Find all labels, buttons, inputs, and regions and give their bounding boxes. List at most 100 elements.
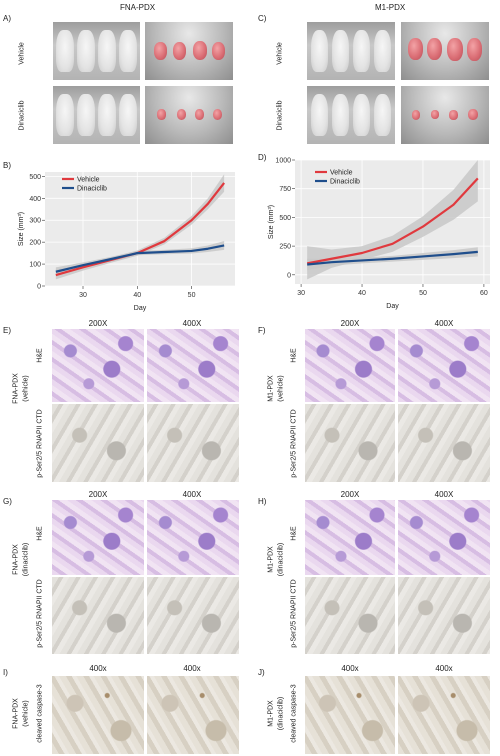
title-fna-pdx: FNA-PDX (120, 3, 156, 12)
panel-label-j: J) (258, 668, 265, 677)
panel-label-f: F) (258, 326, 266, 335)
panel-label-i: I) (3, 668, 8, 677)
x-tick-label: 40 (133, 292, 141, 299)
h-group-label: M1-PDX (267, 546, 275, 573)
series-line-dinaciclib (55, 244, 225, 273)
mag-label-f-200: 200X (340, 319, 360, 328)
y-tick-label: 300 (29, 218, 41, 225)
micrograph-f-rnapii-200x (305, 404, 395, 482)
micrograph-e-rnapii-200x (52, 404, 144, 482)
photo-tumors-vehicle-m1 (401, 22, 489, 80)
i-group-label: FNA-PDX (12, 698, 20, 729)
micrograph-i-right (147, 676, 239, 754)
row-label-vehicle-a: Vehicle (18, 42, 26, 65)
micrograph-h-he-400x (398, 500, 490, 575)
x-tick-label: 40 (358, 290, 366, 297)
micrograph-h-rnapii-200x (305, 577, 395, 654)
x-tick-label: 50 (419, 290, 427, 297)
y-tick-label: 0 (37, 284, 41, 291)
x-axis-label: Day (386, 303, 399, 310)
e-group-label: FNA-PDX (12, 373, 20, 404)
mag-label-j-right: 400x (435, 664, 453, 673)
legend-label-vehicle: Vehicle (330, 170, 353, 177)
row-label-dinaciclib-c: Dinaciclib (276, 100, 284, 131)
panel-label-e: E) (3, 326, 11, 335)
series-line-vehicle (306, 177, 479, 265)
micrograph-f-rnapii-400x (398, 404, 490, 482)
h-rnapii-label: p-Ser2/5 RNAPII CTD (290, 579, 298, 648)
micrograph-h-rnapii-400x (398, 577, 490, 654)
confidence-band-0 (307, 160, 478, 280)
mag-label-h-200: 200X (340, 490, 360, 499)
micrograph-g-he-200x (52, 500, 144, 575)
photo-mice-vehicle-fna (53, 22, 140, 80)
panel-label-g: G) (3, 497, 12, 506)
micrograph-j-left (305, 676, 395, 754)
micrograph-g-rnapii-400x (147, 577, 239, 654)
j-group-label: M1-PDX (267, 700, 275, 727)
f-rnapii-label: p-Ser2/5 RNAPII CTD (290, 409, 298, 478)
micrograph-f-he-200x (305, 329, 395, 402)
photo-tumors-dinaciclib-m1 (401, 86, 489, 144)
x-tick-label: 30 (297, 290, 305, 297)
micrograph-g-he-400x (147, 500, 239, 575)
mag-label-f-400: 400X (434, 319, 454, 328)
y-tick-label: 400 (29, 196, 41, 203)
panel-label-d: D) (258, 153, 267, 162)
mag-label-e-200: 200X (88, 319, 108, 328)
y-tick-label: 100 (29, 262, 41, 269)
e-rnapii-label: p-Ser2/5 RNAPII CTD (36, 409, 44, 478)
row-label-dinaciclib-a: Dinaciclib (18, 100, 26, 131)
panel-label-b: B) (3, 161, 11, 170)
y-tick-label: 250 (279, 244, 291, 251)
micrograph-f-he-400x (398, 329, 490, 402)
g-he-label: H&E (36, 526, 44, 541)
y-tick-label: 750 (279, 186, 291, 193)
mag-label-j-left: 400x (341, 664, 359, 673)
series-line-vehicle (55, 182, 226, 277)
mag-label-i-left: 400x (89, 664, 107, 673)
legend-label-vehicle: Vehicle (77, 177, 100, 184)
confidence-band-1 (55, 241, 225, 277)
series-line-dinaciclib (307, 250, 478, 266)
mag-label-e-400: 400X (182, 319, 202, 328)
g-group-sublabel: (dinaciclib) (22, 542, 30, 577)
y-tick-label: 0 (287, 272, 291, 279)
y-tick-label: 500 (279, 215, 291, 222)
micrograph-e-he-400x (147, 329, 239, 402)
mag-label-h-400: 400X (434, 490, 454, 499)
g-rnapii-label: p-Ser2/5 RNAPII CTD (36, 579, 44, 648)
micrograph-j-right (398, 676, 490, 754)
photo-mice-dinaciclib-m1 (307, 86, 395, 144)
i-caspase-label: cleaved caspase-3 (36, 684, 44, 743)
photo-mice-dinaciclib-fna (53, 86, 140, 144)
photo-tumors-vehicle-fna (145, 22, 233, 80)
j-caspase-label: cleaved caspase-3 (290, 684, 298, 743)
h-group-sublabel: (dinaciclib) (277, 542, 285, 577)
legend-label-dinaciclib: Dinaciclib (330, 179, 360, 186)
panel-label-h: H) (258, 497, 267, 506)
x-tick-label: 50 (188, 292, 196, 299)
micrograph-e-rnapii-400x (147, 404, 239, 482)
y-tick-label: 1000 (275, 158, 291, 165)
photo-mice-vehicle-m1 (307, 22, 395, 80)
y-tick-label: 500 (29, 174, 41, 181)
f-group-sublabel: (vehicle) (277, 375, 285, 402)
f-group-label: M1-PDX (267, 375, 275, 402)
panel-label-a: A) (3, 14, 11, 23)
legend-label-dinaciclib: Dinaciclib (77, 186, 107, 193)
micrograph-h-he-200x (305, 500, 395, 575)
i-group-sublabel: (vehicle) (22, 700, 30, 727)
j-group-sublabel: (dinaciclib) (277, 696, 285, 731)
x-tick-label: 60 (480, 290, 488, 297)
h-he-label: H&E (290, 526, 298, 541)
row-label-vehicle-c: Vehicle (276, 42, 284, 65)
x-tick-label: 30 (79, 292, 87, 299)
e-he-label: H&E (36, 348, 44, 363)
mag-label-i-right: 400x (183, 664, 201, 673)
micrograph-i-left (52, 676, 144, 754)
y-axis-label: Size (mm³) (18, 212, 25, 246)
micrograph-e-he-200x (52, 329, 144, 402)
y-axis-label: Size (mm³) (268, 205, 275, 239)
